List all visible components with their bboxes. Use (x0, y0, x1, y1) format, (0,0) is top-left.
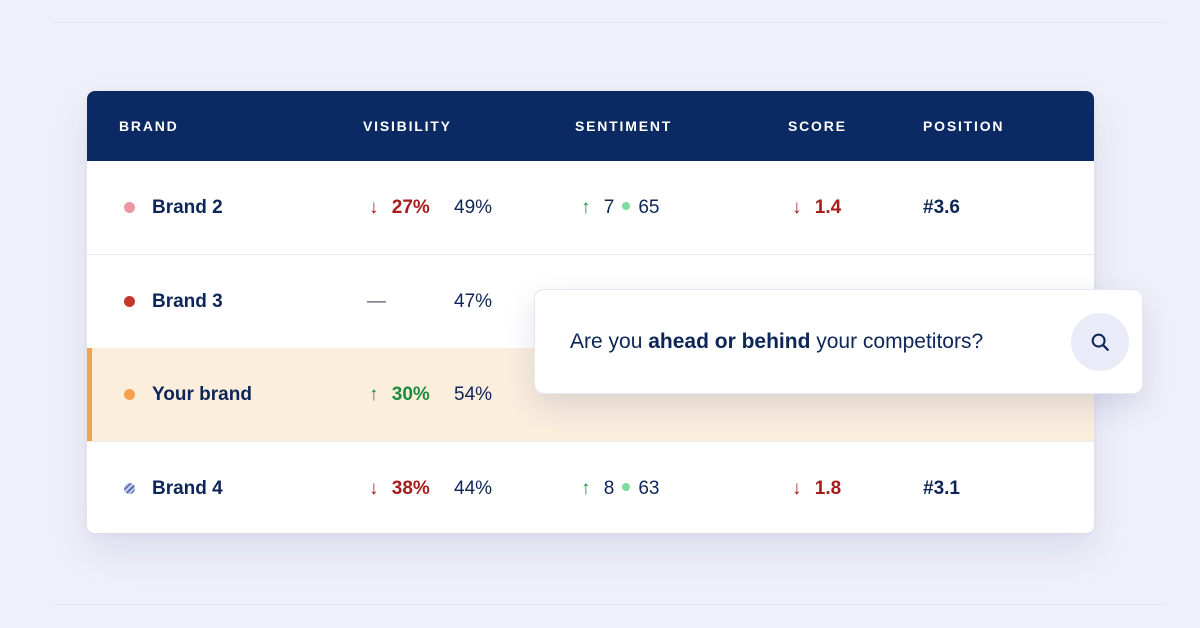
score-value: 1.8 (814, 478, 842, 499)
sentiment-dot (622, 201, 631, 210)
position-value: #3.6 (923, 197, 960, 218)
visibility-value: 44% (454, 478, 493, 499)
table-header: BRAND VISIBILITY SENTIMENT SCORE POSITIO… (87, 91, 1094, 161)
visibility-change: 38% (391, 478, 430, 499)
sentiment-change: 8 (603, 478, 615, 499)
up-arrow-icon: ↑ (369, 384, 379, 405)
score-value: 1.4 (814, 197, 842, 218)
score-cell: ↓ 1.4 (792, 161, 841, 254)
header-position: POSITION (923, 118, 1005, 134)
visibility-cell: ↓ 38% (369, 442, 430, 533)
visibility-value: 54% (454, 384, 493, 405)
brand-color-dot (124, 483, 135, 494)
table-row[interactable]: Brand 3 — 47% (87, 254, 1094, 347)
brand-color-dot (124, 296, 135, 307)
brand-color-dot (124, 389, 135, 400)
sentiment-change: 7 (603, 197, 615, 218)
brand-name: Brand 3 (152, 291, 223, 312)
sentiment-cell: ↑ 7 65 (581, 161, 660, 254)
visibility-value: 49% (454, 197, 493, 218)
down-arrow-icon: ↓ (369, 478, 379, 499)
search-prompt-emphasis: ahead or behind (648, 330, 811, 353)
up-arrow-icon: ↑ (581, 197, 591, 218)
sentiment-dot (622, 482, 631, 491)
search-button[interactable] (1071, 313, 1129, 371)
table-row[interactable]: Brand 2 ↓ 27% 49% ↑ 7 65 ↓ 1.4 #3.6 (87, 161, 1094, 254)
down-arrow-icon: ↓ (792, 197, 802, 218)
visibility-change: 30% (391, 384, 430, 405)
brand-name: Your brand (152, 384, 252, 405)
search-popup[interactable]: Are you ahead or behind your competitors… (534, 289, 1143, 394)
visibility-value: 47% (454, 291, 493, 312)
brand-name: Brand 4 (152, 478, 223, 499)
background-line (55, 22, 1165, 23)
down-arrow-icon: ↓ (792, 478, 802, 499)
search-prompt-suffix: your competitors? (810, 330, 984, 353)
score-cell: ↓ 1.8 (792, 442, 841, 533)
down-arrow-icon: ↓ (369, 197, 379, 218)
background-line (55, 604, 1165, 605)
search-prompt-prefix: Are you (570, 330, 649, 353)
header-score: SCORE (788, 118, 847, 134)
sentiment-value: 65 (638, 197, 660, 218)
header-visibility: VISIBILITY (363, 118, 452, 134)
highlight-accent-bar (87, 348, 92, 441)
visibility-change: 27% (391, 197, 430, 218)
sentiment-value: 63 (638, 478, 660, 499)
up-arrow-icon: ↑ (581, 478, 591, 499)
header-sentiment: SENTIMENT (575, 118, 673, 134)
visibility-cell: ↓ 27% (369, 161, 430, 254)
sentiment-cell: ↑ 8 63 (581, 442, 660, 533)
header-brand: BRAND (119, 118, 179, 134)
search-prompt[interactable]: Are you ahead or behind your competitors… (570, 290, 983, 393)
table-row[interactable]: Brand 4 ↓ 38% 44% ↑ 8 63 ↓ 1.8 #3.1 (87, 441, 1094, 533)
visibility-cell: ↑ 30% (369, 348, 430, 441)
brand-color-dot (124, 202, 135, 213)
position-value: #3.1 (923, 478, 960, 499)
no-change-dash-icon: — (367, 291, 386, 312)
brand-name: Brand 2 (152, 197, 223, 218)
search-icon (1091, 333, 1109, 351)
